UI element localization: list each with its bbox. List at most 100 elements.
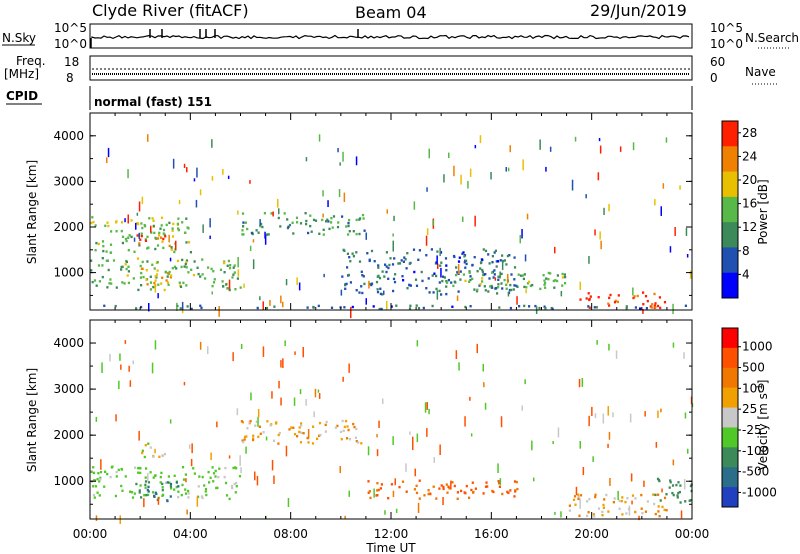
echo-cell <box>525 286 528 289</box>
echo-cell <box>298 426 301 429</box>
echo-sparse-cell <box>318 134 321 142</box>
echo-cell <box>438 289 441 293</box>
echo-cell <box>361 291 364 295</box>
echo-cell <box>468 270 471 273</box>
echo-cell <box>171 229 174 232</box>
echo-cell <box>355 427 358 431</box>
echo-cell <box>161 482 164 486</box>
echo-cell <box>229 264 232 267</box>
echo-sparse-cell <box>484 402 487 410</box>
echo-sparse-cell <box>392 436 394 445</box>
echo-sparse-cell <box>227 175 230 180</box>
x-tick-label: 04:00 <box>173 527 208 541</box>
echo-cell <box>136 257 140 260</box>
echo-sparse-cell <box>172 158 175 169</box>
echo-sparse-cell <box>386 300 388 310</box>
echo-cell <box>97 242 100 246</box>
echo-cell <box>621 496 624 499</box>
echo-cell <box>249 419 252 423</box>
echo-sparse-cell <box>443 174 445 183</box>
echo-cell <box>464 266 467 269</box>
echo-sparse-cell <box>655 442 658 448</box>
echo-cell <box>304 212 307 215</box>
echo-cell <box>146 235 149 238</box>
echo-cell <box>144 444 147 447</box>
echo-cell <box>544 307 547 310</box>
echo-cell <box>211 284 214 288</box>
echo-cell <box>130 235 133 239</box>
echo-cell <box>553 286 556 289</box>
x-axis-label: Time UT <box>365 541 416 554</box>
echo-sparse-cell <box>293 397 296 406</box>
echo-cell <box>127 236 130 239</box>
echo-cell <box>354 436 357 439</box>
echo-cell <box>588 306 591 309</box>
echo-cell <box>579 298 582 301</box>
echo-cell <box>259 432 262 435</box>
echo-cell <box>523 285 526 289</box>
echo-cell <box>573 495 577 498</box>
echo-cell <box>579 494 583 497</box>
echo-cell <box>138 491 141 494</box>
echo-cell <box>370 282 374 285</box>
echo-cell <box>161 486 164 489</box>
echo-cell <box>505 287 508 290</box>
echo-sparse-cell <box>132 360 134 365</box>
y-tick-label: 2000 <box>53 428 84 442</box>
echo-sparse-cell <box>578 378 581 388</box>
echo-cell <box>168 244 171 248</box>
echo-sparse-cell <box>190 458 193 467</box>
echo-cell <box>483 285 486 288</box>
echo-cell <box>254 424 257 427</box>
echo-sparse-cell <box>609 478 611 486</box>
echo-sparse-cell <box>442 497 444 506</box>
echo-cell <box>689 499 692 502</box>
echo-cell <box>201 496 204 500</box>
echo-cell <box>463 491 466 494</box>
echo-cell <box>143 494 146 497</box>
colorbar-tick-label: 20 <box>742 173 757 187</box>
echo-cell <box>130 491 134 494</box>
echo-cell <box>186 305 189 308</box>
echo-sparse-cell <box>413 201 416 210</box>
echo-cell <box>435 274 438 278</box>
echo-cell <box>456 497 459 500</box>
echo-cell <box>108 282 111 285</box>
echo-cell <box>135 482 138 486</box>
echo-sparse-cell <box>181 301 184 311</box>
echo-cell <box>361 274 364 277</box>
echo-cell <box>166 481 169 484</box>
echo-cell <box>618 507 621 510</box>
echo-cell <box>109 475 112 479</box>
echo-cell <box>204 490 207 493</box>
echo-cell <box>445 285 448 288</box>
echo-sparse-cell <box>460 174 462 185</box>
echo-sparse-cell <box>483 382 485 388</box>
echo-cell <box>321 218 324 222</box>
echo-cell <box>94 479 97 482</box>
echo-cell <box>330 306 334 309</box>
echo-cell <box>201 258 204 261</box>
echo-cell <box>120 484 123 488</box>
echo-sparse-cell <box>294 351 296 355</box>
echo-cell <box>490 286 493 289</box>
echo-cell <box>398 485 401 489</box>
echo-cell <box>479 267 482 270</box>
echo-cell <box>608 296 611 300</box>
echo-sparse-cell <box>232 352 234 362</box>
echo-cell <box>497 260 500 263</box>
echo-sparse-cell <box>386 209 388 214</box>
echo-sparse-cell <box>628 505 631 516</box>
velocity-x-ticks <box>89 320 693 519</box>
echo-cell <box>277 442 280 445</box>
echo-sparse-cell <box>588 256 590 264</box>
echo-sparse-cell <box>135 222 137 230</box>
echo-cell <box>103 304 106 307</box>
echo-cell <box>413 270 416 274</box>
echo-cell <box>534 304 537 308</box>
echo-sparse-cell <box>337 148 339 153</box>
echo-sparse-cell <box>643 480 645 487</box>
echo-cell <box>330 221 333 224</box>
echo-cell <box>96 477 99 481</box>
echo-cell <box>140 284 143 287</box>
